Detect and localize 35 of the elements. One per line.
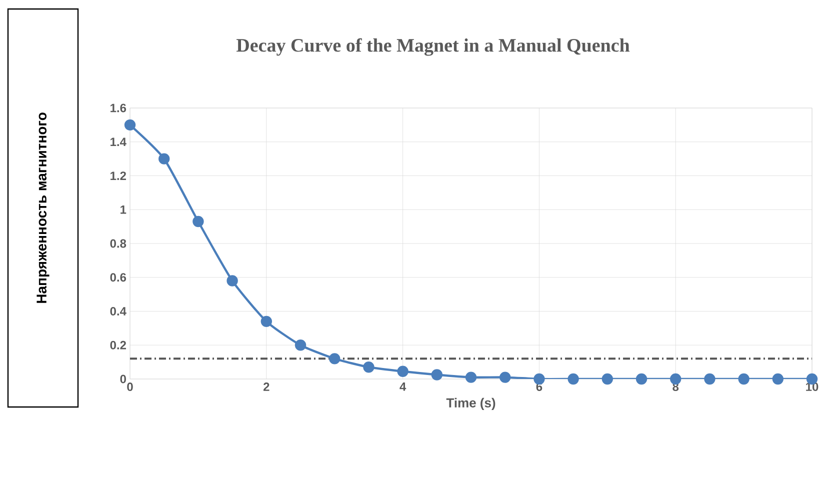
point: [431, 369, 443, 380]
point: [226, 275, 238, 286]
y-tick-label: 1: [120, 206, 126, 214]
point: [192, 216, 204, 228]
point: [260, 316, 272, 328]
y-tick-label: 0.6: [110, 273, 126, 282]
y-tick-label: 1.4: [110, 138, 126, 146]
x-axis-title: Time (s): [446, 398, 496, 410]
point: [670, 373, 682, 385]
y-axis-title: Напряженность магнитного: [36, 112, 50, 303]
y-tick-label: 0.4: [110, 307, 126, 316]
point: [568, 373, 579, 385]
x-tick-label: 4: [400, 382, 406, 391]
y-tick-label: 0.8: [110, 239, 126, 248]
x-tick-label: 0: [127, 382, 133, 392]
y-tick-label: 1.6: [110, 104, 126, 112]
y-tick-label: 1.2: [110, 172, 126, 180]
y-tick-label: 0: [120, 374, 126, 384]
point: [636, 373, 648, 385]
point: [363, 362, 374, 373]
point: [124, 119, 136, 131]
point: [534, 373, 545, 385]
y-tick-label: 0.2: [110, 340, 126, 350]
chart-title: Decay Curve of the Magnet in a Manual Quench: [236, 38, 630, 56]
point: [602, 373, 614, 385]
point: [704, 373, 716, 385]
x-tick-label: 2: [263, 382, 270, 391]
point: [500, 372, 511, 383]
point: [772, 373, 784, 385]
point: [158, 153, 170, 164]
point: [738, 373, 750, 385]
point: [329, 353, 340, 364]
point: [397, 366, 408, 377]
point: [294, 340, 306, 351]
point: [465, 372, 477, 383]
